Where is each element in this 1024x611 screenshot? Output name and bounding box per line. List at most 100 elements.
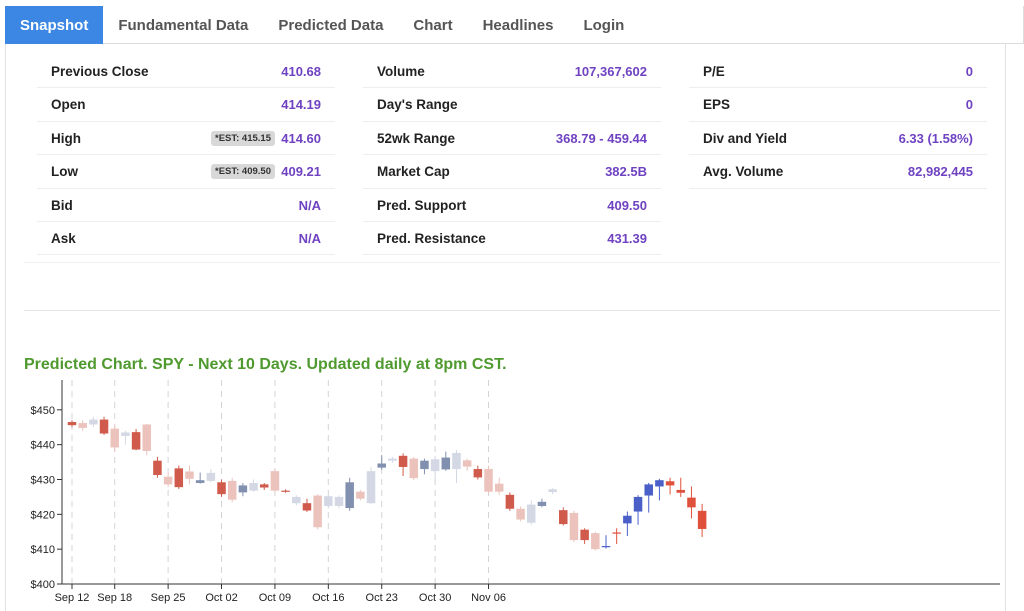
stat-label: High <box>51 130 81 146</box>
candle-body <box>473 469 483 478</box>
y-tick-label: $450 <box>31 405 55 417</box>
stats-column-left: Previous Close 410.68 Open 414.19 High *… <box>37 55 335 256</box>
stat-value: 431.39 <box>607 230 647 246</box>
stat-value: 409.50 <box>607 197 647 213</box>
stat-row-eps: EPS 0 <box>689 88 987 122</box>
candle-body <box>612 532 621 534</box>
stat-row-market-cap: Market Cap 382.5B <box>363 155 661 189</box>
stat-row-pred-support: Pred. Support 409.50 <box>363 189 661 222</box>
stat-row-open: Open 414.19 <box>37 88 335 122</box>
stat-value: 382.5B <box>605 164 647 180</box>
candle-body <box>121 432 130 436</box>
candle-body <box>281 490 290 492</box>
candle-body <box>388 458 397 461</box>
tab-predicted-data[interactable]: Predicted Data <box>278 16 384 34</box>
stat-row-low: Low *EST: 409.50 409.21 <box>37 155 335 189</box>
x-tick-label: Oct 23 <box>366 592 398 604</box>
candle-body <box>67 422 77 426</box>
candle-body <box>377 463 386 468</box>
candle-body <box>526 504 536 523</box>
tab-fundamental-data[interactable]: Fundamental Data <box>118 16 249 34</box>
candle-body <box>249 482 258 491</box>
tab-headlines[interactable]: Headlines <box>482 16 554 34</box>
candle-body <box>484 469 493 492</box>
x-tick-label: Sep 18 <box>97 592 132 604</box>
stat-value: 82,982,445 <box>907 164 973 180</box>
stats-bottom-rule <box>24 262 1000 263</box>
x-tick-label: Sep 12 <box>55 592 90 604</box>
stat-label: Pred. Support <box>377 197 467 213</box>
stat-label: Bid <box>51 197 73 213</box>
candle-body <box>441 457 451 470</box>
x-tick-label: Oct 02 <box>205 592 237 604</box>
candlestick-chart: $400 $410 $420 $430 $440 $450 Sep 12 Sep 18 Sep … <box>31 380 1000 604</box>
stat-row-div-yield: Div and Yield 6.33 (1.58%) <box>689 122 987 156</box>
stat-value: N/A <box>298 197 321 213</box>
stat-row-high: High *EST: 415.15 414.60 <box>37 122 335 156</box>
candle-body <box>163 476 173 485</box>
stat-label: Volume <box>377 64 425 79</box>
candle-body <box>548 489 557 493</box>
stat-row-volume: Volume 107,367,602 <box>363 55 661 89</box>
stat-value: 410.68 <box>281 64 321 79</box>
candle-body <box>665 481 675 486</box>
candle-body <box>623 515 632 524</box>
candle-body <box>452 453 461 470</box>
candle-body <box>238 485 248 493</box>
estimate-badge: *EST: 415.15 <box>211 130 275 146</box>
candle-body <box>345 482 354 509</box>
candle-body <box>644 484 653 496</box>
candle-body <box>409 458 419 479</box>
stat-row-avg-volume: Avg. Volume 82,982,445 <box>689 155 987 189</box>
candle-body <box>569 512 579 541</box>
panel-border-right <box>1005 44 1006 611</box>
stat-label: Div and Yield <box>703 130 788 146</box>
candle-body <box>313 495 322 528</box>
tab-chart[interactable]: Chart <box>413 16 453 34</box>
y-tick-label: $400 <box>31 579 55 591</box>
candle-body <box>655 480 664 487</box>
tab-bar: Snapshot Fundamental Data Predicted Data… <box>5 6 1024 44</box>
tab-snapshot[interactable]: Snapshot <box>5 6 104 44</box>
stat-value: 0 <box>965 97 973 113</box>
x-tick-label: Nov 06 <box>471 592 506 604</box>
x-tick-label: Sep 25 <box>151 592 186 604</box>
candle-body <box>78 423 87 428</box>
candle-body <box>324 496 333 506</box>
stat-label: Market Cap <box>377 164 450 180</box>
stat-label: Previous Close <box>51 64 149 79</box>
stat-row-pe: P/E 0 <box>689 55 987 89</box>
candle-body <box>174 468 184 488</box>
x-tick-label: Oct 30 <box>419 592 451 604</box>
stat-label: EPS <box>703 97 731 113</box>
y-tick-label: $420 <box>31 509 55 521</box>
candle-body <box>206 472 216 481</box>
candle-body <box>356 491 365 499</box>
stats-grid: Previous Close 410.68 Open 414.19 High *… <box>0 55 1024 265</box>
tab-login[interactable]: Login <box>583 16 625 34</box>
stat-value: 6.33 (1.58%) <box>898 130 973 146</box>
panel-border-left <box>5 44 6 611</box>
y-tick-label: $410 <box>31 544 55 556</box>
candle-body <box>505 494 515 509</box>
candle-body <box>185 471 194 479</box>
candle-body <box>676 489 686 493</box>
candle-body <box>153 460 162 475</box>
candle-body <box>292 496 301 504</box>
candle-body <box>591 533 600 550</box>
stat-value: 409.21 <box>281 164 321 180</box>
candle-body <box>334 496 344 506</box>
candle-body <box>99 419 109 434</box>
stat-row-previous-close: Previous Close 410.68 <box>37 55 335 89</box>
candle-body <box>697 510 707 529</box>
estimate-badge: *EST: 409.50 <box>211 164 275 180</box>
candle-body <box>430 459 440 472</box>
stat-label: Pred. Resistance <box>377 230 486 246</box>
stat-label: P/E <box>703 64 725 79</box>
stat-label: Open <box>51 97 86 113</box>
candle-body <box>302 503 312 511</box>
x-tick-label: Oct 09 <box>259 592 291 604</box>
stat-label: Ask <box>51 230 76 246</box>
stat-label: Day's Range <box>377 97 458 113</box>
stat-value: 414.60 <box>281 130 321 146</box>
